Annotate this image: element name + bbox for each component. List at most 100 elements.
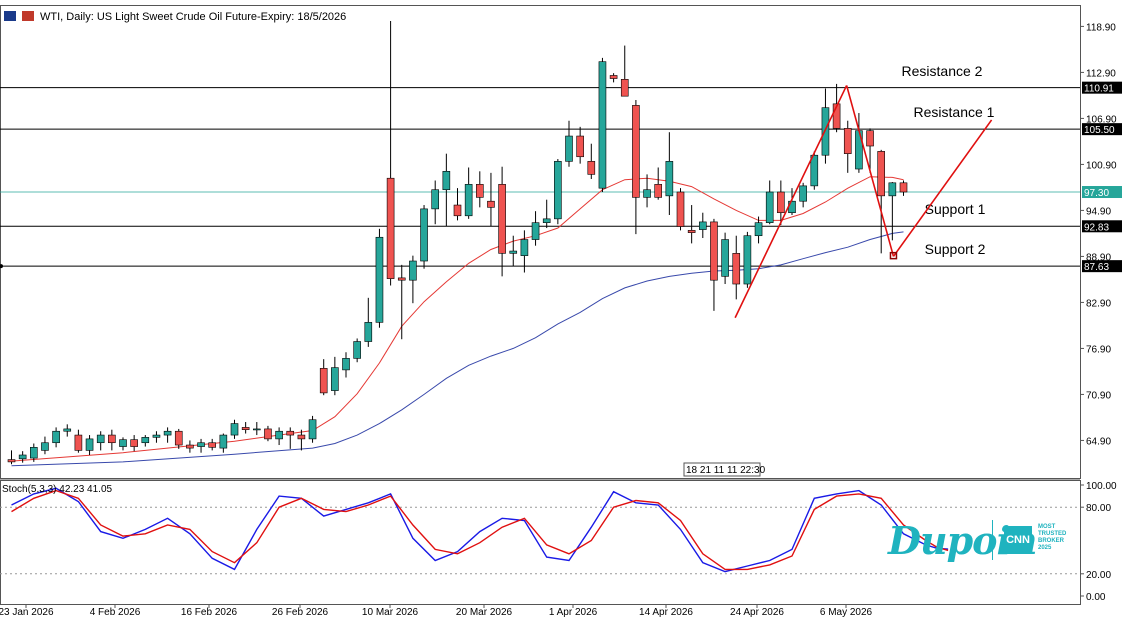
stoch-pane-frame (0, 480, 1081, 605)
candle (409, 255, 417, 304)
candle (431, 180, 440, 225)
pattern-marker (889, 251, 898, 260)
candle (119, 437, 127, 451)
candle-body-bull (96, 434, 105, 444)
candle-body-bear (899, 182, 908, 193)
candle (743, 231, 752, 288)
candle-body-bull (342, 358, 350, 371)
candle-body-bear (832, 103, 841, 129)
candle-body-bear (241, 427, 250, 430)
candle-body-bear (475, 184, 484, 198)
level-tag-bg (1082, 81, 1122, 94)
candle (721, 232, 729, 285)
x-tick-label: 14 Apr 2026 (639, 607, 693, 617)
candle-body-bull (743, 235, 752, 285)
candle (531, 211, 540, 246)
candle-body-bull (542, 218, 551, 223)
candle (85, 435, 94, 455)
award-caption: MOST TRUSTED BROKER 2025 (1038, 524, 1067, 551)
candle-body-bull (420, 208, 428, 262)
level-label: Support 2 (925, 241, 986, 257)
candle (41, 436, 49, 455)
candle-body-bull (52, 430, 60, 444)
chart-header (4, 11, 34, 21)
candle-body-bull (821, 107, 830, 156)
candle-body-bear (498, 184, 506, 254)
candle (18, 451, 27, 463)
candle-body-bear (877, 151, 886, 197)
candle-body-bear (487, 200, 495, 208)
symbol-flag-icon (22, 11, 34, 21)
candle (687, 205, 696, 244)
candle-body-bear (732, 253, 741, 285)
logo-divider (992, 520, 993, 560)
candle (163, 427, 172, 443)
candle (888, 182, 897, 241)
candle-body-bear (654, 184, 663, 198)
candle (710, 218, 718, 311)
candle-body-bull (698, 221, 707, 230)
candle (442, 153, 451, 227)
y-tick-label: 118.90 (1086, 22, 1116, 33)
candle-body-bull (331, 367, 339, 391)
candle (186, 440, 194, 453)
pattern-line (734, 85, 848, 319)
stoch-header: Stoch(5,3,3) 42.23 41.05 (2, 484, 113, 495)
candle-body-bull (253, 428, 261, 431)
candle-body-bear (297, 434, 306, 440)
candle-body-bull (63, 428, 72, 432)
ma-50-line (11, 231, 904, 467)
candle (598, 57, 607, 193)
candle (554, 159, 562, 225)
candle-body-bull (29, 447, 38, 459)
candle (331, 356, 339, 396)
level-tag-bg (1082, 123, 1122, 136)
candle (643, 174, 651, 208)
candle (241, 422, 250, 434)
candle (620, 45, 629, 97)
candle (353, 338, 361, 363)
candle-body-bear (777, 191, 785, 214)
level-tag: 105.50 (1082, 123, 1122, 136)
y-tick-label: 94.90 (1086, 206, 1111, 217)
level-tag-value: 110.91 (1084, 84, 1114, 95)
level-tag-value: 92.83 (1084, 222, 1109, 233)
candle-body-bull (308, 419, 317, 440)
candle (130, 435, 138, 452)
candle (464, 167, 473, 219)
candle (665, 132, 674, 216)
candle-body-bull (765, 191, 774, 223)
stoch-y-tick-label: 80.00 (1086, 503, 1111, 514)
candle (509, 235, 518, 267)
candles (7, 21, 908, 465)
stoch-main-line (11, 487, 949, 573)
level-tag-value: 105.50 (1084, 125, 1115, 136)
candle (565, 120, 573, 167)
candle-body-bull (442, 171, 451, 191)
candle-body-bull (431, 189, 440, 210)
candle-body-bear (843, 128, 852, 154)
candle (765, 180, 774, 225)
y-tick-label: 76.90 (1086, 344, 1111, 355)
pattern-line (845, 85, 895, 257)
candle-body-bear (587, 161, 596, 175)
level-label: Resistance 1 (914, 104, 995, 120)
crosshair-label: 18 21 11 11 22:30 (686, 465, 766, 476)
candle-body-bear (397, 277, 406, 281)
candle (899, 180, 908, 196)
candle (843, 120, 852, 173)
candle (453, 188, 462, 221)
candle (487, 172, 495, 227)
candle-body-bear (609, 75, 618, 79)
candle (63, 424, 72, 437)
candle-body-bear (576, 135, 584, 158)
last-price-tag (1082, 186, 1122, 199)
candle (219, 433, 228, 453)
y-tick-label: 112.90 (1086, 68, 1116, 79)
candle-body-bull (810, 154, 819, 187)
y-tick-label: 64.90 (1086, 436, 1111, 447)
candle-body-bull (754, 222, 763, 237)
candle-body-bull (119, 439, 127, 447)
candle-body-bull (152, 434, 161, 438)
